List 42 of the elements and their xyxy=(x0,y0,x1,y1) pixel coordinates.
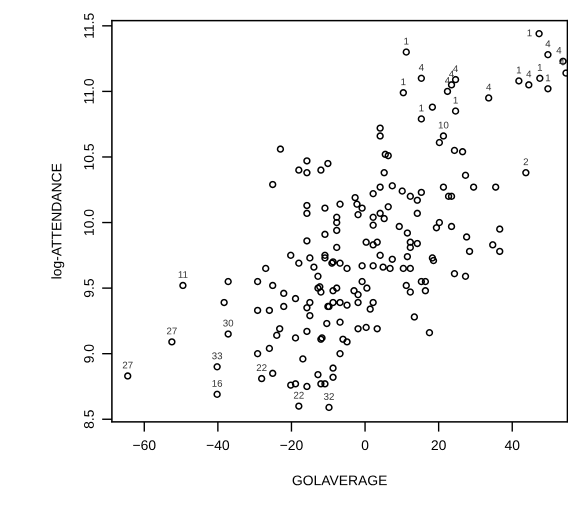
x-tick-label: 20 xyxy=(432,440,446,450)
annotation: 16 xyxy=(212,380,222,387)
y-tick-label: 9.5 xyxy=(84,279,94,298)
y-tick-label: 11.5 xyxy=(84,13,94,38)
annotation: 4 xyxy=(486,84,492,90)
x-tick-label: −40 xyxy=(206,440,230,450)
x-tick-label: 40 xyxy=(504,440,520,450)
annotation: 4 xyxy=(526,70,532,78)
annotation: 1 xyxy=(538,64,542,71)
annotation: 27 xyxy=(122,362,133,368)
x-tick-label: −60 xyxy=(133,440,156,450)
y-tick-label: 10.0 xyxy=(84,210,94,235)
annotation: 2 xyxy=(524,158,528,166)
y-tick-label: 10.5 xyxy=(84,144,94,170)
x-tick-label: 0 xyxy=(362,440,368,450)
annotation: 1 xyxy=(401,78,406,86)
y-tick-label: 11.0 xyxy=(84,78,94,104)
annotation: 1 xyxy=(404,38,408,44)
annotation: 30 xyxy=(223,320,234,327)
annotation: 1 xyxy=(546,74,550,82)
annotation: 4 xyxy=(444,77,450,84)
annotation: 1 xyxy=(516,66,522,74)
annotation: 22 xyxy=(294,392,304,399)
annotation: 4 xyxy=(453,65,458,72)
annotation: 27 xyxy=(166,328,177,334)
annotation: 4 xyxy=(545,40,550,48)
annotation: 1 xyxy=(527,30,532,36)
annotation: 22 xyxy=(256,364,267,372)
x-tick-label: −20 xyxy=(280,440,303,450)
annotation: 4 xyxy=(449,70,454,78)
annotation: 32 xyxy=(324,393,334,400)
annotation: 33 xyxy=(212,352,222,360)
annotation: 11 xyxy=(178,271,188,278)
annotation: 1 xyxy=(419,104,424,112)
annotation: 4 xyxy=(556,46,562,54)
annotation: 10 xyxy=(438,122,448,129)
annotation: 1 xyxy=(454,96,458,104)
y-tick-label: 8.5 xyxy=(84,410,94,428)
annotation: 4 xyxy=(418,64,424,71)
y-tick-label: 9.0 xyxy=(84,344,94,363)
y-axis-title: log-ATTENDANCE xyxy=(51,164,64,278)
x-axis-title: GOLAVERAGE xyxy=(292,475,387,486)
